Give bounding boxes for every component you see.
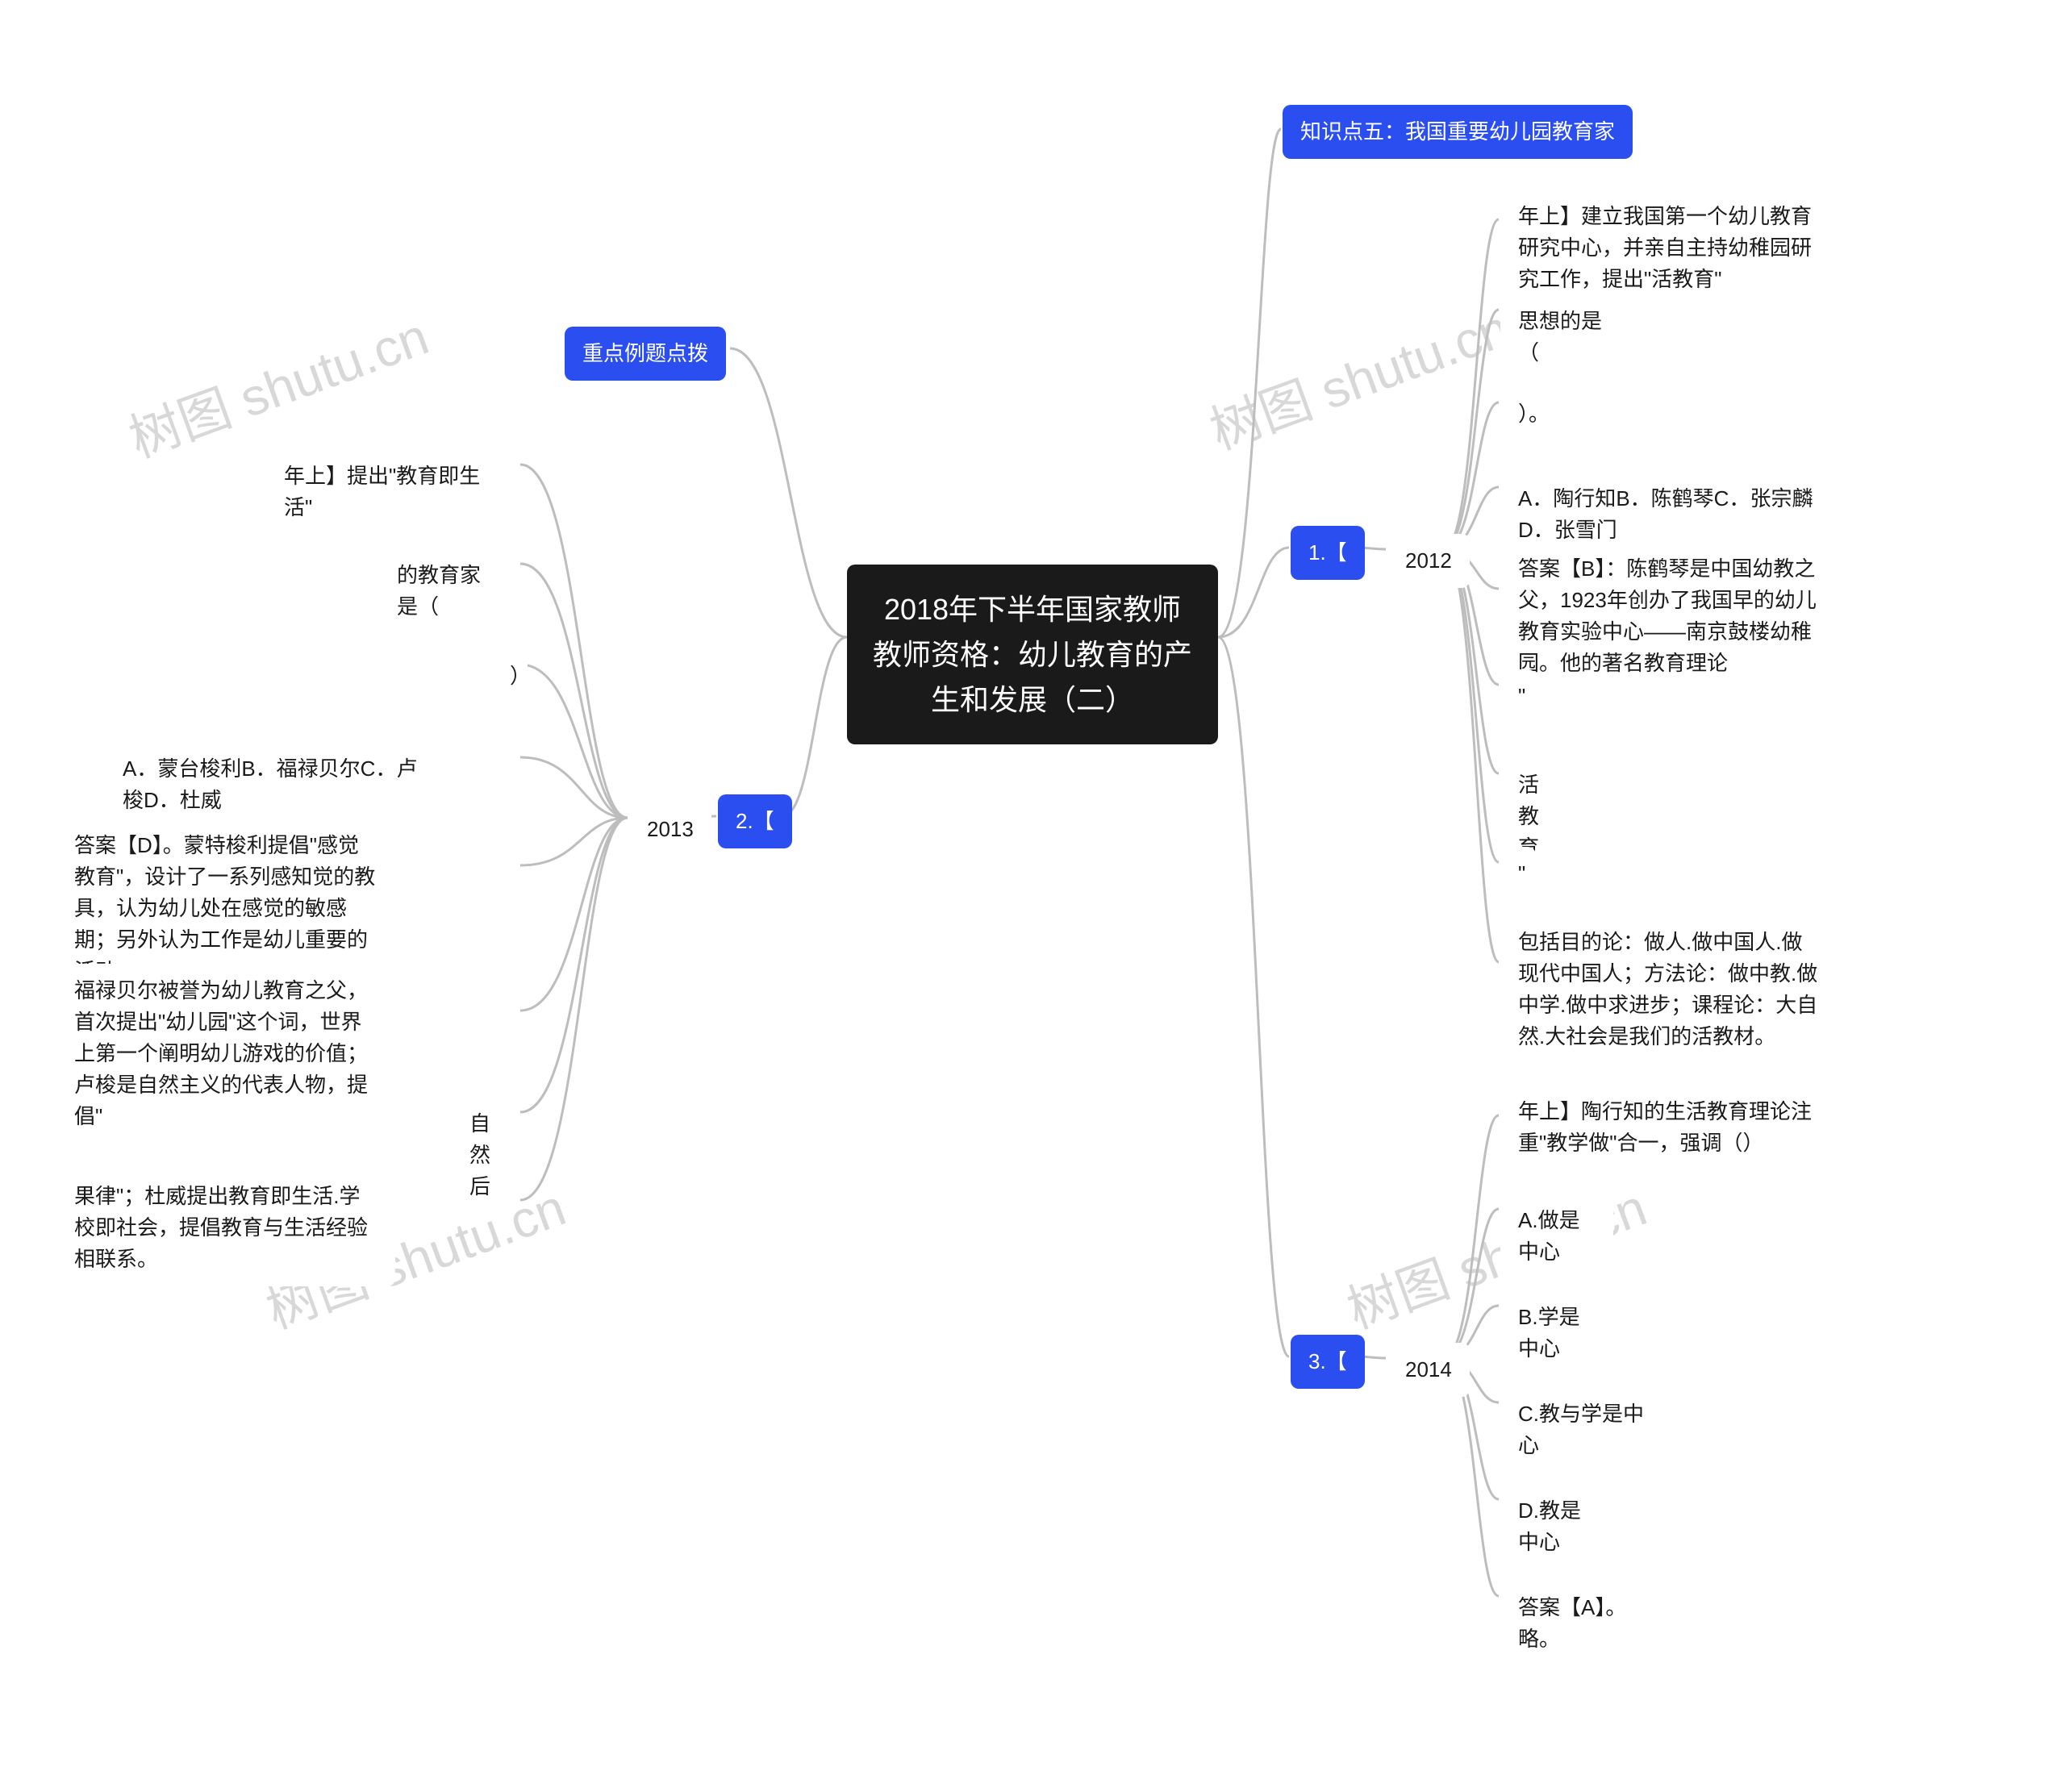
leaf: 福禄贝尔被誉为幼儿教育之父，首次提出"幼儿园"这个词，世界上第一个阐明幼儿游戏的… <box>56 964 395 1144</box>
leaf: ） <box>492 649 528 703</box>
leaf: A．蒙台梭利B．福禄贝尔C．卢梭D．杜威 <box>105 742 444 827</box>
right-heading: 知识点五：我国重要幼儿园教育家 <box>1283 105 1633 159</box>
node-q1: 1.【 <box>1291 526 1365 580</box>
leaf: A.做是中心 <box>1500 1194 1613 1279</box>
node-q1-year: 2012 <box>1387 534 1470 588</box>
node-q3-year: 2014 <box>1387 1343 1470 1397</box>
leaf: " <box>1500 847 1536 901</box>
left-heading: 重点例题点拨 <box>565 327 726 381</box>
center-node: 2018年下半年国家教师教师资格：幼儿教育的产生和发展（二） <box>847 565 1218 744</box>
leaf: 自然后 <box>452 1097 516 1214</box>
leaf: ）。 <box>1500 387 1549 441</box>
leaf: 年上】陶行知的生活教育理论注重"教学做"合一，强调（） <box>1500 1085 1839 1170</box>
leaf: D.教是中心 <box>1500 1484 1613 1569</box>
leaf: 年上】提出"教育即生活" <box>266 449 516 535</box>
leaf: 包括目的论：做人.做中国人.做现代中国人；方法论：做中教.做中学.做中求进步；课… <box>1500 915 1839 1064</box>
node-q2-year: 2013 <box>629 802 711 856</box>
node-q2: 2.【 <box>718 794 792 848</box>
leaf: 答案【B】：陈鹤琴是中国幼教之父，1923年创办了我国早的幼儿教育实验中心——南… <box>1500 542 1839 690</box>
leaf: 答案【A】。略。 <box>1500 1581 1670 1666</box>
leaf: " <box>1500 669 1536 723</box>
leaf: 思想的是（ <box>1500 294 1621 380</box>
leaf: 果律"；杜威提出教育即生活.学校即社会，提倡教育与生活经验相联系。 <box>56 1169 395 1286</box>
watermark: 树图 shutu.cn <box>1199 287 1518 464</box>
leaf: 的教育家是（ <box>379 548 516 634</box>
leaf: B.学是中心 <box>1500 1290 1613 1376</box>
leaf: 年上】建立我国第一个幼儿教育研究中心，并亲自主持幼稚园研究工作，提出"活教育" <box>1500 190 1839 306</box>
watermark: 树图 shutu.cn <box>118 295 437 472</box>
node-q3: 3.【 <box>1291 1335 1365 1389</box>
leaf: C.教与学是中心 <box>1500 1387 1662 1473</box>
